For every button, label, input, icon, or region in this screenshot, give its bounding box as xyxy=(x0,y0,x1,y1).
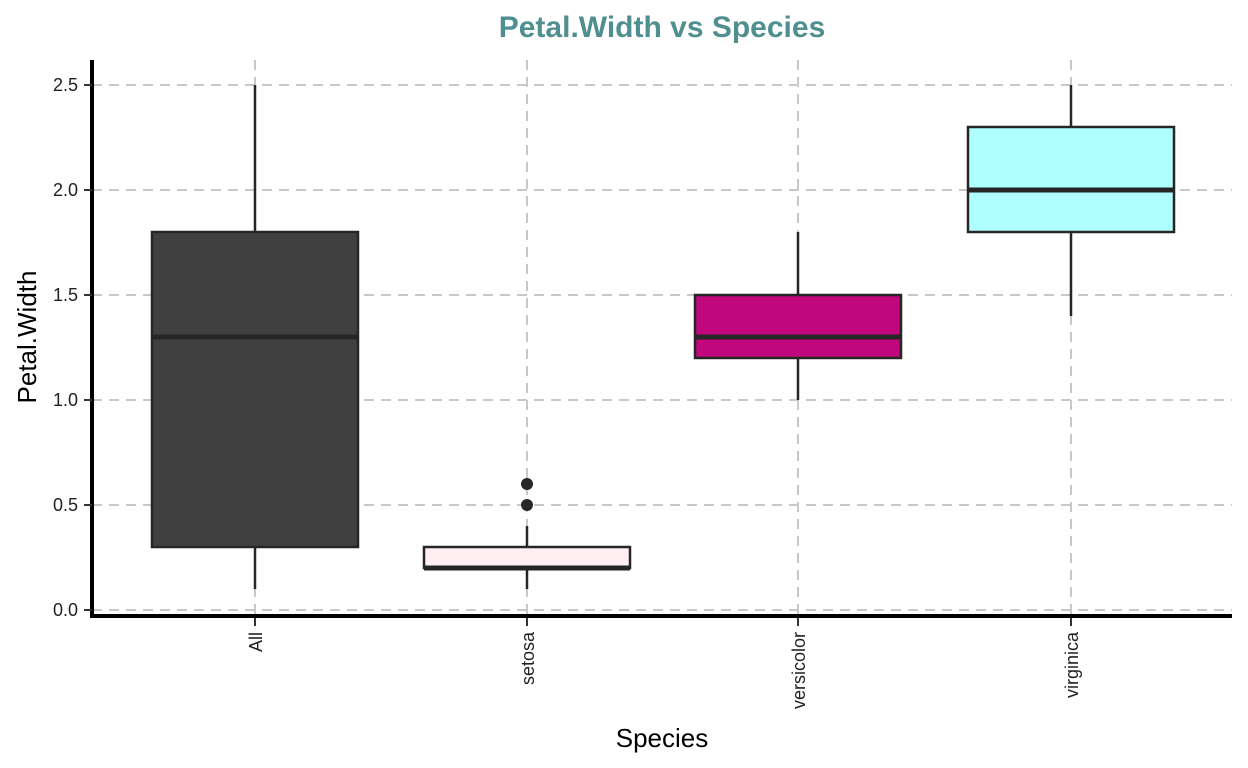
y-tick-label: 2.0 xyxy=(53,180,78,200)
chart-title: Petal.Width vs Species xyxy=(499,11,826,44)
x-tick-label-setosa: setosa xyxy=(518,631,538,685)
tick-layer: 0.0 0.5 1.0 1.5 2.0 2.5 All setosa versicolor vir… xyxy=(53,75,1082,709)
x-tick-label-virginica: virginica xyxy=(1062,631,1082,698)
box-All xyxy=(150,85,360,589)
box-layer xyxy=(150,85,1176,589)
box-virginica xyxy=(966,85,1176,316)
box-body xyxy=(422,545,632,570)
box-body xyxy=(693,293,903,360)
box-body xyxy=(966,125,1176,234)
y-tick-label: 2.5 xyxy=(53,75,78,95)
y-tick-label: 0.5 xyxy=(53,495,78,515)
axis-layer xyxy=(90,60,1232,618)
box-versicolor xyxy=(693,232,903,400)
y-tick-label: 1.0 xyxy=(53,390,78,410)
box-body xyxy=(150,230,360,549)
box-setosa xyxy=(422,478,632,589)
y-tick-label: 1.5 xyxy=(53,285,78,305)
outlier-point xyxy=(521,478,533,490)
x-axis-title: Species xyxy=(616,723,709,753)
x-tick-label-versicolor: versicolor xyxy=(789,632,809,709)
x-tick-label-All: All xyxy=(246,632,266,652)
y-axis-title: Petal.Width xyxy=(12,271,42,404)
outlier-point xyxy=(521,499,533,511)
y-tick-label: 0.0 xyxy=(53,600,78,620)
